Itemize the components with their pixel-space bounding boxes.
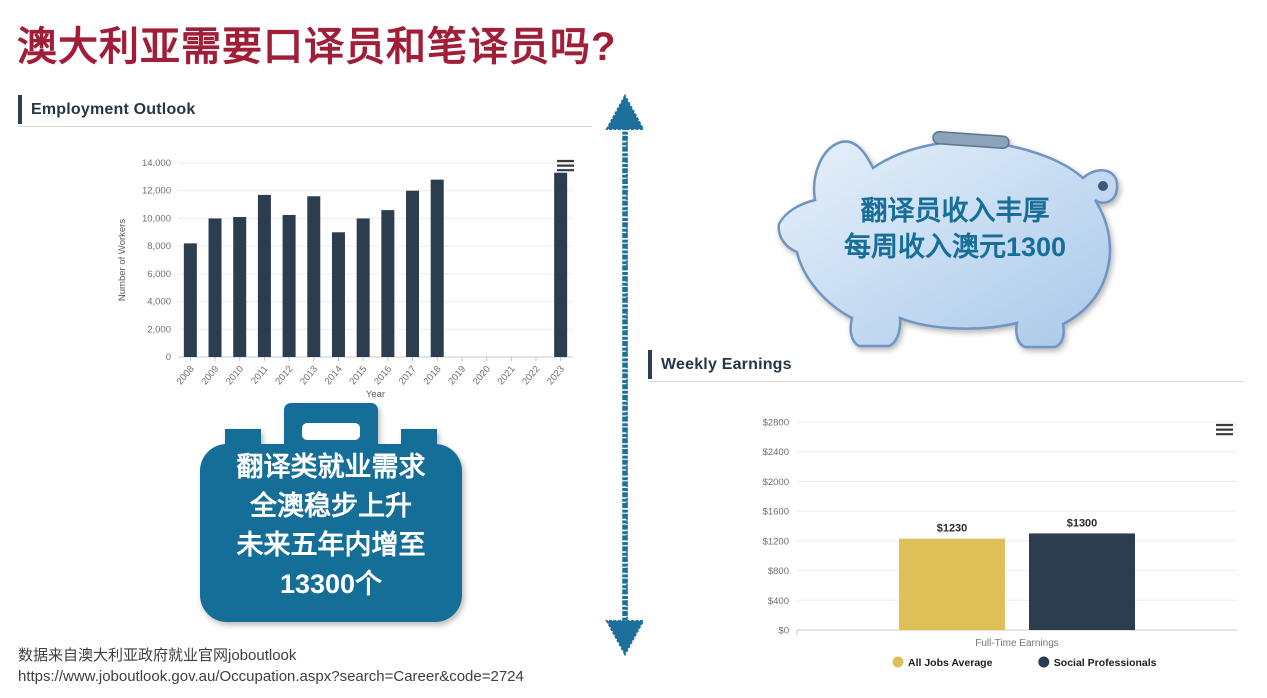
chart-menu-icon[interactable]: [1216, 423, 1233, 436]
employment-outlook-header: Employment Outlook: [18, 95, 196, 124]
x-tick-label: 2015: [347, 364, 369, 387]
earnings-chart-canvas: $0 $400 $800 $1200 $1600 $2000 $2400 $2800 $1230…: [763, 418, 1237, 670]
x-tick-label: 2016: [372, 364, 394, 387]
piggy-bank-text: 翻译员收入丰厚 每周收入澳元1300: [795, 193, 1115, 265]
earnings-header-underline: [648, 381, 1244, 382]
y-tick-label: 6,000: [147, 269, 171, 280]
bar-2017[interactable]: [406, 190, 420, 357]
bar-2012[interactable]: [282, 214, 296, 357]
double-arrow-icon: [605, 93, 645, 657]
x-tick-label: 2019: [446, 364, 468, 387]
y-tick-label: 12,000: [142, 186, 171, 197]
legend-label: All Jobs Average: [908, 657, 993, 669]
bar-2008[interactable]: [183, 243, 197, 357]
briefcase-hinge-left: [225, 429, 261, 447]
bar-all-jobs-average[interactable]: [899, 538, 1005, 630]
weekly-earnings-chart: $0 $400 $800 $1200 $1600 $2000 $2400 $2800 $1230…: [745, 408, 1250, 678]
legend-item-all-jobs-average[interactable]: All Jobs Average: [892, 656, 993, 670]
y-tick-label: 4,000: [147, 297, 171, 308]
briefcase-text-line1: 翻译类就业需求: [236, 452, 426, 482]
bar-2023[interactable]: [554, 172, 568, 357]
header-accent-bar: [18, 95, 22, 124]
x-tick-label: 2012: [273, 364, 295, 387]
briefcase-icon: [200, 403, 462, 622]
x-tick-label: 2023: [545, 364, 567, 387]
piggy-bank-text-line1: 翻译员收入丰厚: [860, 196, 1050, 226]
x-axis-title: Full-Time Earnings: [975, 638, 1059, 649]
bar-2015[interactable]: [356, 218, 370, 357]
employment-chart-canvas: 0 2,000 4,000 6,000 8,000 10,000 12,000 14,000 N…: [117, 158, 574, 400]
y-tick-label: 10,000: [142, 213, 171, 224]
y-axis-title: Number of Workers: [117, 219, 128, 301]
x-tick-label: 2013: [298, 364, 320, 387]
x-tick-label: 2010: [224, 364, 246, 387]
x-tick-label: 2008: [175, 364, 197, 387]
weekly-earnings-header: Weekly Earnings: [648, 350, 792, 379]
y-tick-label: 14,000: [142, 158, 171, 169]
briefcase-text-line4: 13300个: [279, 569, 383, 599]
bar-social-professionals[interactable]: [1029, 533, 1135, 630]
bar-2018[interactable]: [430, 179, 444, 357]
bar-2010[interactable]: [233, 217, 247, 357]
piggy-bank-callout: [765, 120, 1140, 360]
y-tick-label: $2800: [763, 418, 789, 429]
x-tick-label: 2022: [520, 364, 542, 387]
bar-2013[interactable]: [307, 196, 321, 357]
briefcase-body: [200, 444, 462, 622]
briefcase-callout: [198, 400, 464, 631]
x-tick-label: 2020: [471, 364, 493, 387]
y-tick-label: $1200: [763, 536, 789, 547]
coin-slot: [932, 131, 1010, 149]
bar-2016[interactable]: [381, 210, 395, 357]
y-tick-label: 2,000: [147, 324, 171, 335]
y-tick-label: $800: [768, 566, 789, 577]
x-tick-label: 2018: [422, 364, 444, 387]
x-tick-label: 2017: [397, 364, 419, 387]
y-tick-label: $2400: [763, 447, 789, 458]
source-line2: https://www.joboutlook.gov.au/Occupation…: [18, 668, 524, 685]
x-tick-label: 2009: [199, 364, 221, 387]
weekly-earnings-header-label: Weekly Earnings: [661, 355, 792, 373]
source-line1: 数据来自澳大利亚政府就业官网joboutlook: [18, 647, 297, 664]
double-arrow-divider: [601, 93, 649, 662]
employment-outlook-chart: 0 2,000 4,000 6,000 8,000 10,000 12,000 14,000 N…: [105, 143, 595, 405]
briefcase-text-line2: 全澳稳步上升: [250, 491, 412, 521]
bar-2011[interactable]: [257, 194, 271, 357]
x-tick-label: 2021: [496, 364, 518, 387]
bar-data-label: $1230: [937, 523, 968, 535]
y-tick-label: $1600: [763, 507, 789, 518]
y-tick-label: $400: [768, 596, 789, 607]
employment-outlook-header-label: Employment Outlook: [31, 100, 196, 118]
legend-label: Social Professionals: [1054, 657, 1157, 669]
briefcase-text-line3: 未来五年内增至: [236, 530, 426, 560]
legend-item-social-professionals[interactable]: Social Professionals: [1038, 656, 1157, 670]
piggy-bank-icon: [777, 131, 1119, 349]
briefcase-hinge-right: [401, 429, 437, 447]
page-title: 澳大利亚需要口译员和笔译员吗?: [17, 25, 617, 69]
briefcase-handle-hole: [302, 423, 360, 440]
x-tick-label: 2011: [249, 364, 271, 387]
piggy-bank-text-line2: 每周收入澳元1300: [843, 232, 1067, 262]
legend-marker: [892, 656, 904, 668]
header-accent-bar: [648, 350, 652, 379]
y-tick-label: 0: [166, 352, 171, 363]
pig-tail-hole: [1098, 181, 1108, 191]
legend-marker: [1038, 656, 1050, 668]
x-tick-label: 2014: [323, 364, 345, 387]
employment-header-underline: [18, 126, 592, 127]
x-axis-title: Year: [366, 389, 385, 400]
bar-2014[interactable]: [331, 232, 345, 357]
y-tick-label: 8,000: [147, 241, 171, 252]
bar-data-label: $1300: [1067, 517, 1098, 529]
y-tick-label: $0: [778, 626, 789, 637]
chart-menu-icon[interactable]: [557, 159, 574, 172]
bar-2009[interactable]: [208, 218, 222, 357]
y-tick-label: $2000: [763, 477, 789, 488]
source-block: 数据来自澳大利亚政府就业官网joboutlook https://www.job…: [18, 645, 524, 687]
briefcase-text: 翻译类就业需求 全澳稳步上升 未来五年内增至 13300个: [203, 448, 459, 604]
